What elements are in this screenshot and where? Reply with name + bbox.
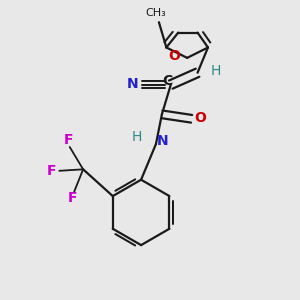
Text: C: C (163, 74, 173, 88)
Text: O: O (169, 50, 181, 63)
Text: N: N (127, 77, 139, 91)
Text: CH₃: CH₃ (146, 8, 166, 18)
Text: N: N (157, 134, 168, 148)
Text: F: F (68, 191, 77, 205)
Text: O: O (194, 111, 206, 125)
Text: F: F (64, 134, 73, 148)
Text: H: H (211, 64, 221, 78)
Text: F: F (47, 164, 57, 178)
Text: H: H (131, 130, 142, 144)
